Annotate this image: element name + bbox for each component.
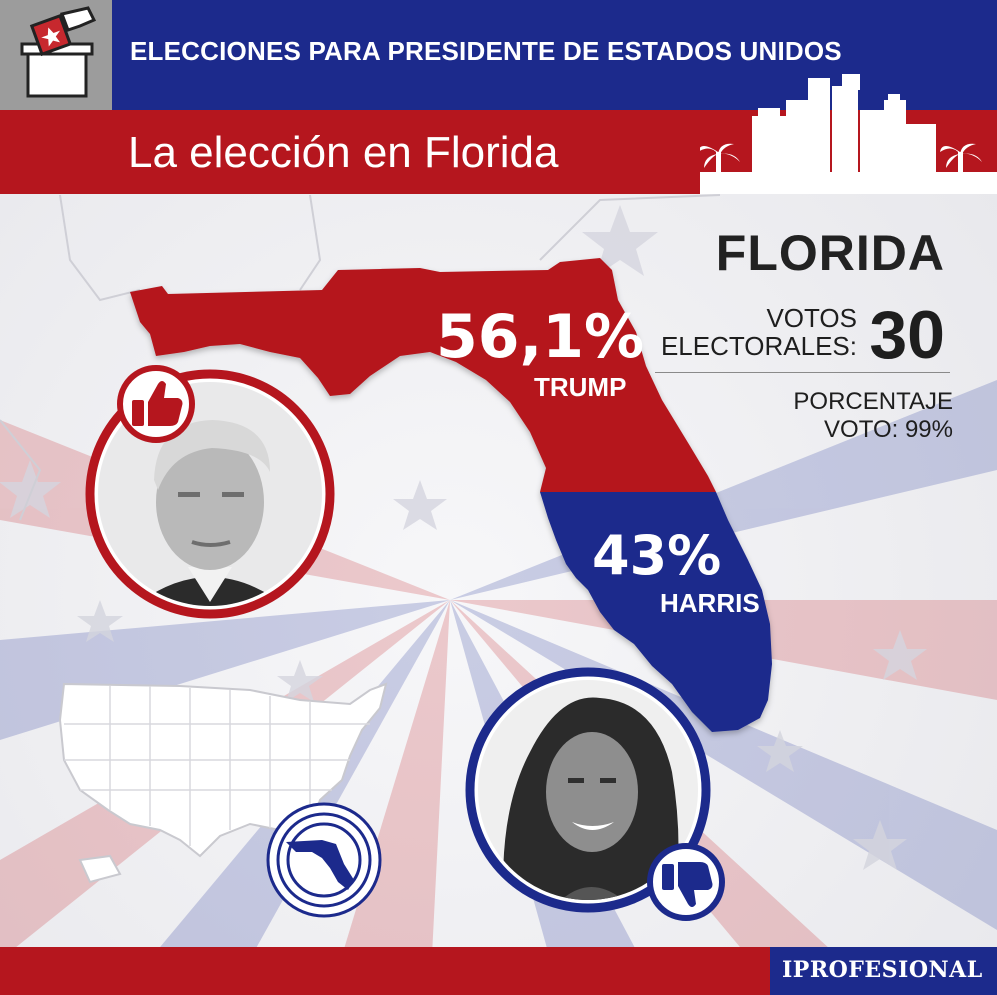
trump-portrait (98, 382, 322, 606)
electoral-votes-label: VOTOS ELECTORALES: (660, 303, 857, 361)
header-bar (0, 0, 997, 110)
trump-percent: 56,1% (436, 302, 645, 372)
florida-trump-region (130, 258, 716, 492)
skyline-illustration (700, 74, 997, 194)
thumbs-up-icon (132, 381, 183, 426)
thumbs-down-icon (662, 862, 713, 907)
trump-name: TRUMP (534, 372, 627, 402)
header-title: ELECCIONES PARA PRESIDENTE DE ESTADOS UN… (130, 36, 842, 66)
brand-logo: IPROFESIONAL (782, 957, 983, 983)
florida-target-icon (266, 802, 382, 918)
ballot-icon-box (0, 0, 112, 110)
state-name: FLORIDA (715, 225, 945, 281)
brand-logo-box (770, 947, 997, 995)
harris-name: HARRIS (660, 588, 760, 618)
harris-portrait-frame (465, 667, 725, 921)
vote-percentage-label: PORCENTAJE VOTO: 99% (793, 388, 953, 443)
harris-percent: 43% (592, 524, 722, 587)
info-divider (655, 372, 950, 373)
florida-harris-region (540, 492, 772, 732)
electoral-votes-count: 30 (869, 297, 945, 373)
page-subtitle: La elección en Florida (128, 128, 559, 177)
ballot-box-icon (20, 6, 97, 98)
trump-portrait-frame (85, 365, 335, 619)
